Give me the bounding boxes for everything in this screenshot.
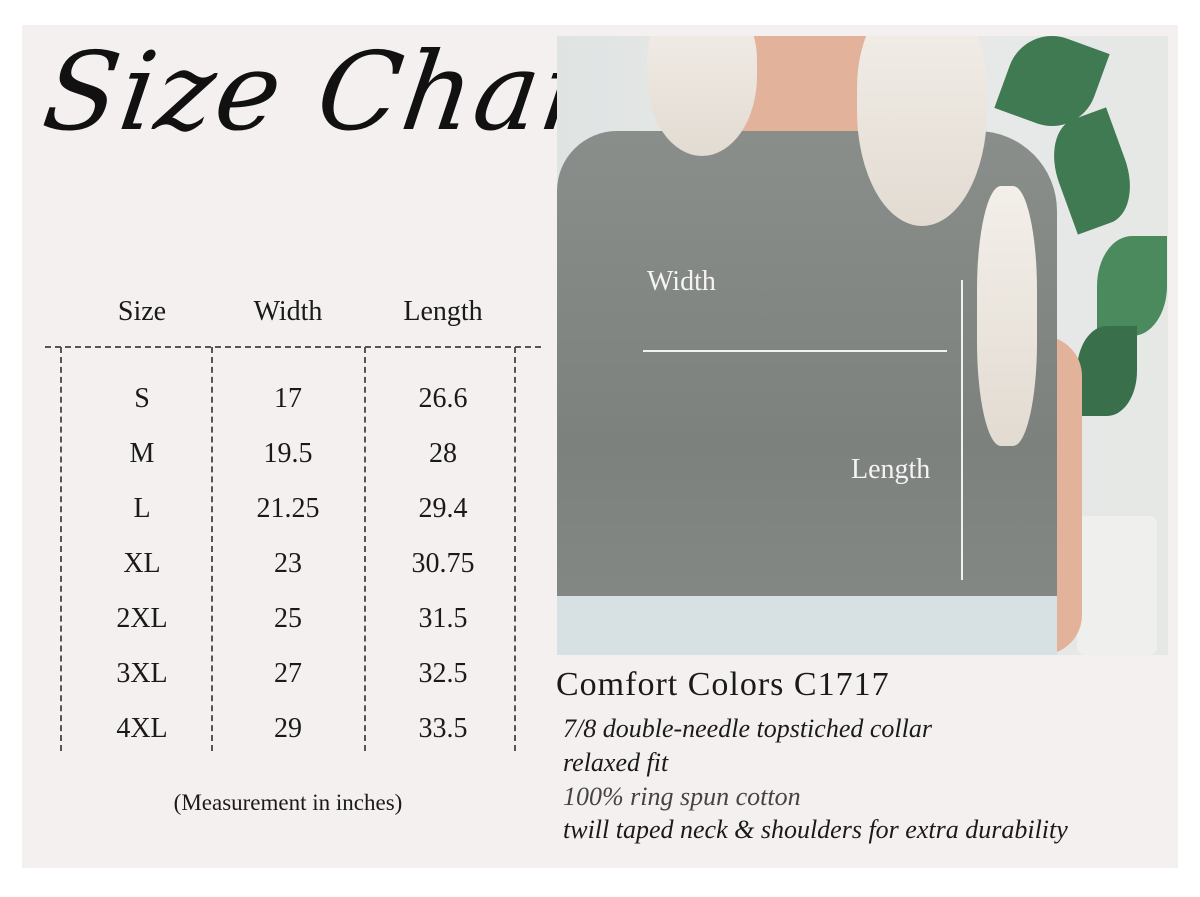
size-cell: 4XL — [116, 713, 168, 744]
column-divider — [364, 347, 366, 751]
length-label: Length — [851, 454, 931, 485]
t-shirt — [557, 131, 1057, 655]
width-cell: 21.25 — [256, 493, 320, 524]
length-cell: 31.5 — [418, 603, 468, 634]
width-cell: 29 — [274, 713, 302, 744]
plant-leaf — [1097, 236, 1167, 336]
length-cell: 28 — [429, 438, 457, 469]
header-width: Width — [253, 296, 323, 327]
header-size: Size — [117, 296, 167, 327]
width-cell: 23 — [274, 548, 302, 579]
width-cell: 25 — [274, 603, 302, 634]
feature-item: relaxed fit — [563, 748, 669, 777]
length-cell: 26.6 — [418, 383, 468, 414]
header-length: Length — [403, 296, 483, 327]
hair — [977, 186, 1037, 446]
column-divider — [514, 347, 516, 751]
header-divider — [45, 346, 541, 348]
jeans — [557, 596, 1057, 655]
length-cell: 30.75 — [411, 548, 475, 579]
plant-pot — [1077, 516, 1157, 655]
width-cell: 19.5 — [263, 438, 313, 469]
size-cell: M — [129, 438, 155, 469]
width-cell: 17 — [274, 383, 302, 414]
size-cell: 2XL — [116, 603, 168, 634]
column-divider — [60, 347, 62, 751]
feature-item: 7/8 double-needle topstiched collar — [563, 714, 932, 743]
size-cell: L — [133, 493, 151, 524]
plant-leaf — [1077, 326, 1137, 416]
width-label: Width — [647, 266, 716, 297]
size-cell: S — [134, 383, 150, 414]
product-name: Comfort Colors C1717 — [556, 666, 890, 703]
hair — [857, 36, 987, 226]
length-cell: 33.5 — [418, 713, 468, 744]
model-photo: Width Length — [557, 36, 1168, 655]
feature-item: 100% ring spun cotton — [563, 782, 801, 811]
size-cell: XL — [123, 548, 161, 579]
length-cell: 29.4 — [418, 493, 468, 524]
feature-item: twill taped neck & shoulders for extra d… — [563, 815, 1068, 844]
column-divider — [211, 347, 213, 751]
measurement-note: (Measurement in inches) — [173, 790, 403, 815]
length-cell: 32.5 — [418, 658, 468, 689]
width-cell: 27 — [274, 658, 302, 689]
width-arrow — [643, 350, 947, 352]
size-cell: 3XL — [116, 658, 168, 689]
length-arrow — [961, 280, 963, 580]
